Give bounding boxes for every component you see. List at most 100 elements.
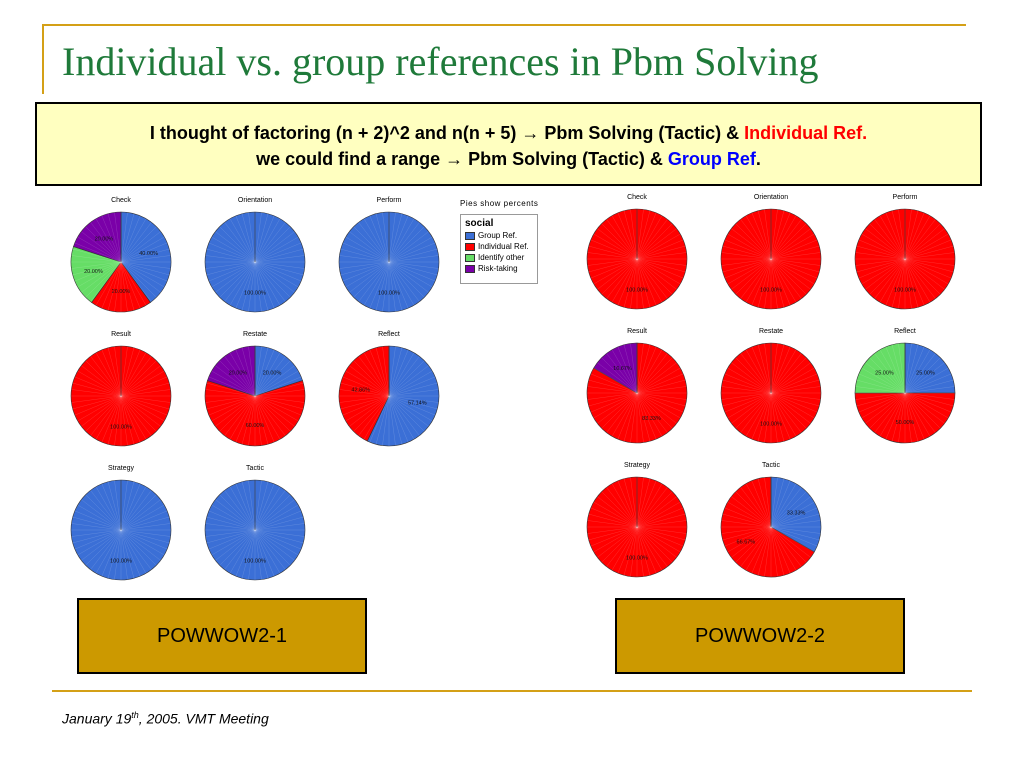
pie-hatch-line [235, 529, 256, 577]
pie-hatch-line [363, 261, 390, 306]
pie-hatch-line [727, 526, 772, 553]
pie-hatch-line [254, 349, 275, 397]
pie-hatch-line [90, 356, 122, 397]
pie-hatch-line [120, 346, 128, 397]
pie-hatch-line [770, 367, 815, 394]
pie-hatch-line [636, 507, 684, 528]
pie-hatch-line [358, 395, 390, 436]
pie-hatch-line [757, 210, 772, 260]
pie-hatch-line [375, 347, 390, 397]
pie-hatch-line [120, 529, 128, 580]
pie-hatch-line [636, 392, 657, 440]
pie-hatch-line [636, 526, 668, 567]
pie-hatch-line [724, 373, 772, 394]
pie-hatch-line [617, 258, 638, 306]
pie-hatch-line [770, 210, 785, 260]
pie-hatch-line [120, 395, 171, 403]
pie-hatch-line [388, 395, 429, 427]
pie-hatch-line [120, 395, 161, 427]
pie-hatch-line [388, 395, 439, 403]
pie-slice-label: 100.00% [760, 422, 782, 428]
pie-hatch-line [630, 343, 638, 394]
pie-hatch-line [388, 376, 436, 397]
pie-hatch-line [349, 231, 390, 263]
pie-hatch-line [224, 395, 256, 436]
pie-hatch-line [241, 261, 256, 311]
pie-hatch-line [898, 258, 906, 309]
pie-hatch-line [254, 480, 262, 531]
pie-hatch-line [740, 526, 772, 567]
pie-hatch-line [770, 228, 811, 260]
pie-hatch-line [349, 395, 390, 427]
pie-hatch-line [855, 386, 906, 394]
pie-hatch-line [235, 261, 256, 309]
pie-hatch-line [241, 529, 256, 579]
pie-hatch-line [120, 261, 128, 312]
pie-hatch-line [77, 395, 122, 422]
pie-hatch-line [254, 529, 304, 544]
pie-title: Orientation [238, 197, 272, 204]
pie-hatch-line [120, 212, 128, 263]
pie-hatch-line [120, 356, 152, 397]
pie-hatch-line [636, 367, 681, 394]
pie-hatch-line [254, 261, 305, 269]
pie-hatch-line [353, 261, 390, 298]
pie-hatch-line [764, 526, 772, 577]
pie-hatch-line [219, 360, 256, 397]
pie-hatch-line [735, 258, 772, 295]
pie-hatch-line [904, 258, 912, 309]
pie-hatch-line [388, 261, 436, 282]
pie-hatch-line [770, 357, 807, 394]
pie-hatch-line [636, 392, 686, 407]
pie-hatch-line [770, 520, 821, 528]
pie-slice-label: 25.00% [875, 370, 894, 376]
pie-hatch-line [740, 219, 772, 260]
pie-hatch-line [85, 226, 122, 263]
pie-hatch-line [630, 258, 638, 309]
pie-hatch-line [74, 376, 122, 397]
pie-hatch-line [120, 529, 152, 570]
pie-hatch-line [254, 261, 299, 288]
top-rule [42, 24, 966, 26]
pie-hatch-line [904, 228, 945, 260]
pie-hatch-line [770, 373, 818, 394]
pie-hatch-line [770, 392, 785, 442]
pie-hatch-line [904, 392, 955, 400]
legend-swatch-risk [465, 264, 475, 273]
pie-hatch-line [120, 261, 157, 298]
pie-slice-label: 60.00% [246, 423, 265, 429]
pie-hatch-line [865, 258, 906, 290]
pie-hatch-line [254, 395, 295, 427]
pie-hatch-line [388, 261, 429, 293]
pie-hatch-line [215, 231, 256, 263]
pie-hatch-line [375, 213, 390, 263]
pie-hatch-line [636, 480, 657, 528]
pie-hatch-line [735, 223, 772, 260]
pie-hatch-line [74, 261, 122, 282]
pie-hatch-line [241, 347, 256, 397]
pie-hatch-line [865, 392, 906, 424]
legend-label: Identify other [478, 253, 525, 262]
pie-hatch-line [114, 261, 122, 312]
pie-hatch-line [375, 395, 390, 445]
pie-hatch-line [904, 346, 925, 394]
pie-hatch-line [382, 261, 390, 312]
pie-hatch-line [114, 212, 122, 263]
pie-hatch-line [254, 516, 304, 531]
pie-hatch-line [388, 349, 409, 397]
pie-hatch-line [904, 386, 955, 394]
pie-hatch-line [388, 346, 396, 397]
pie-hatch-line [636, 526, 686, 541]
pie-hatch-line [388, 365, 429, 397]
pie-hatch-line [254, 490, 286, 531]
pie-hatch-line [636, 258, 687, 266]
pie-hatch-line [120, 529, 171, 537]
pie-hatch-line [636, 344, 651, 394]
banner-line1-end: . [862, 123, 868, 143]
pie-hatch-line [388, 395, 433, 422]
pie-hatch-line [751, 212, 772, 260]
pie-hatch-line [879, 349, 906, 394]
pie-hatch-line [891, 258, 906, 308]
pie-title: Result [627, 328, 647, 335]
pie-hatch-line [636, 392, 684, 413]
